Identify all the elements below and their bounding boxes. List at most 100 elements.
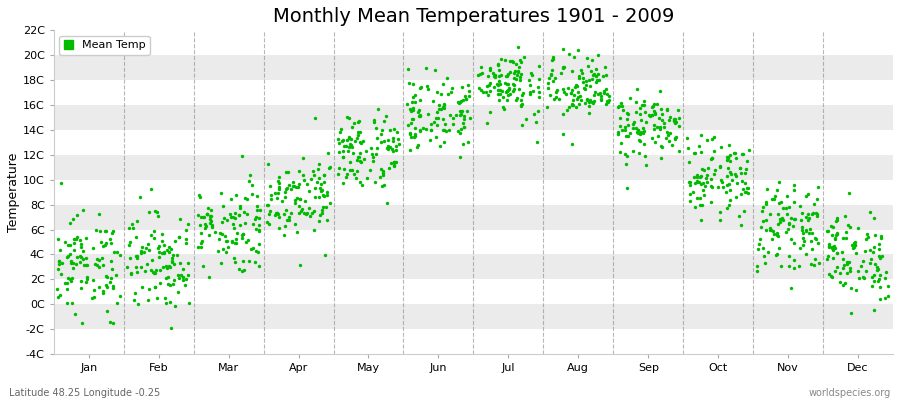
- Bar: [54, 55, 893, 80]
- Point: [805, 260, 819, 267]
- Point: [582, 97, 597, 104]
- Point: [407, 134, 421, 140]
- Point: [68, 236, 83, 242]
- Point: [508, 68, 522, 74]
- Point: [866, 249, 880, 255]
- Point: [820, 227, 834, 234]
- Point: [730, 180, 744, 186]
- Point: [191, 244, 205, 251]
- Point: [647, 126, 662, 132]
- Point: [764, 226, 778, 233]
- Point: [412, 85, 427, 92]
- Point: [52, 247, 67, 253]
- Point: [704, 156, 718, 162]
- Point: [322, 165, 337, 172]
- Point: [783, 215, 797, 221]
- Point: [586, 100, 600, 106]
- Point: [157, 248, 171, 255]
- Point: [565, 97, 580, 103]
- Point: [196, 214, 211, 220]
- Point: [556, 46, 571, 52]
- Point: [591, 71, 606, 77]
- Point: [153, 280, 167, 286]
- Point: [532, 76, 546, 82]
- Point: [473, 64, 488, 70]
- Point: [569, 82, 583, 88]
- Point: [271, 190, 285, 196]
- Point: [738, 180, 752, 186]
- Point: [287, 183, 302, 189]
- Point: [462, 92, 476, 99]
- Point: [87, 294, 102, 300]
- Point: [200, 211, 214, 218]
- Point: [95, 243, 110, 250]
- Point: [557, 64, 572, 70]
- Point: [633, 138, 647, 145]
- Point: [128, 290, 142, 297]
- Point: [157, 241, 171, 248]
- Point: [692, 174, 706, 180]
- Point: [578, 86, 592, 93]
- Point: [705, 154, 719, 161]
- Point: [381, 146, 395, 152]
- Point: [408, 125, 422, 131]
- Point: [95, 262, 110, 268]
- Point: [453, 129, 467, 136]
- Point: [773, 215, 788, 222]
- Point: [626, 125, 640, 131]
- Point: [205, 224, 220, 230]
- Point: [689, 178, 704, 184]
- Point: [661, 106, 675, 112]
- Point: [112, 252, 127, 258]
- Point: [779, 193, 794, 199]
- Point: [581, 99, 596, 105]
- Point: [669, 134, 683, 140]
- Point: [428, 118, 442, 125]
- Point: [445, 85, 459, 91]
- Point: [431, 102, 446, 108]
- Point: [472, 70, 487, 77]
- Point: [68, 236, 82, 242]
- Point: [723, 187, 737, 193]
- Point: [352, 139, 366, 146]
- Point: [318, 252, 332, 258]
- Point: [583, 82, 598, 89]
- Point: [402, 130, 417, 136]
- Point: [612, 115, 626, 122]
- Point: [332, 140, 347, 146]
- Point: [234, 234, 248, 241]
- Point: [282, 214, 296, 220]
- Point: [796, 230, 810, 236]
- Point: [480, 82, 494, 89]
- Point: [282, 216, 296, 223]
- Point: [499, 73, 513, 80]
- Point: [252, 263, 266, 270]
- Point: [161, 281, 176, 288]
- Point: [331, 149, 346, 156]
- Point: [493, 56, 508, 62]
- Point: [129, 264, 143, 270]
- Point: [235, 268, 249, 274]
- Point: [342, 140, 356, 147]
- Point: [436, 127, 451, 134]
- Point: [880, 283, 895, 289]
- Point: [720, 154, 734, 160]
- Point: [753, 224, 768, 230]
- Point: [352, 154, 366, 161]
- Point: [795, 210, 809, 217]
- Point: [224, 214, 238, 220]
- Point: [180, 260, 194, 266]
- Point: [86, 287, 101, 293]
- Point: [412, 113, 427, 119]
- Point: [659, 135, 673, 142]
- Point: [454, 83, 469, 90]
- Point: [314, 188, 328, 194]
- Point: [661, 132, 675, 138]
- Point: [458, 96, 473, 102]
- Point: [79, 274, 94, 280]
- Point: [451, 128, 465, 134]
- Point: [782, 204, 796, 210]
- Point: [239, 238, 254, 245]
- Point: [413, 127, 428, 134]
- Point: [67, 240, 81, 246]
